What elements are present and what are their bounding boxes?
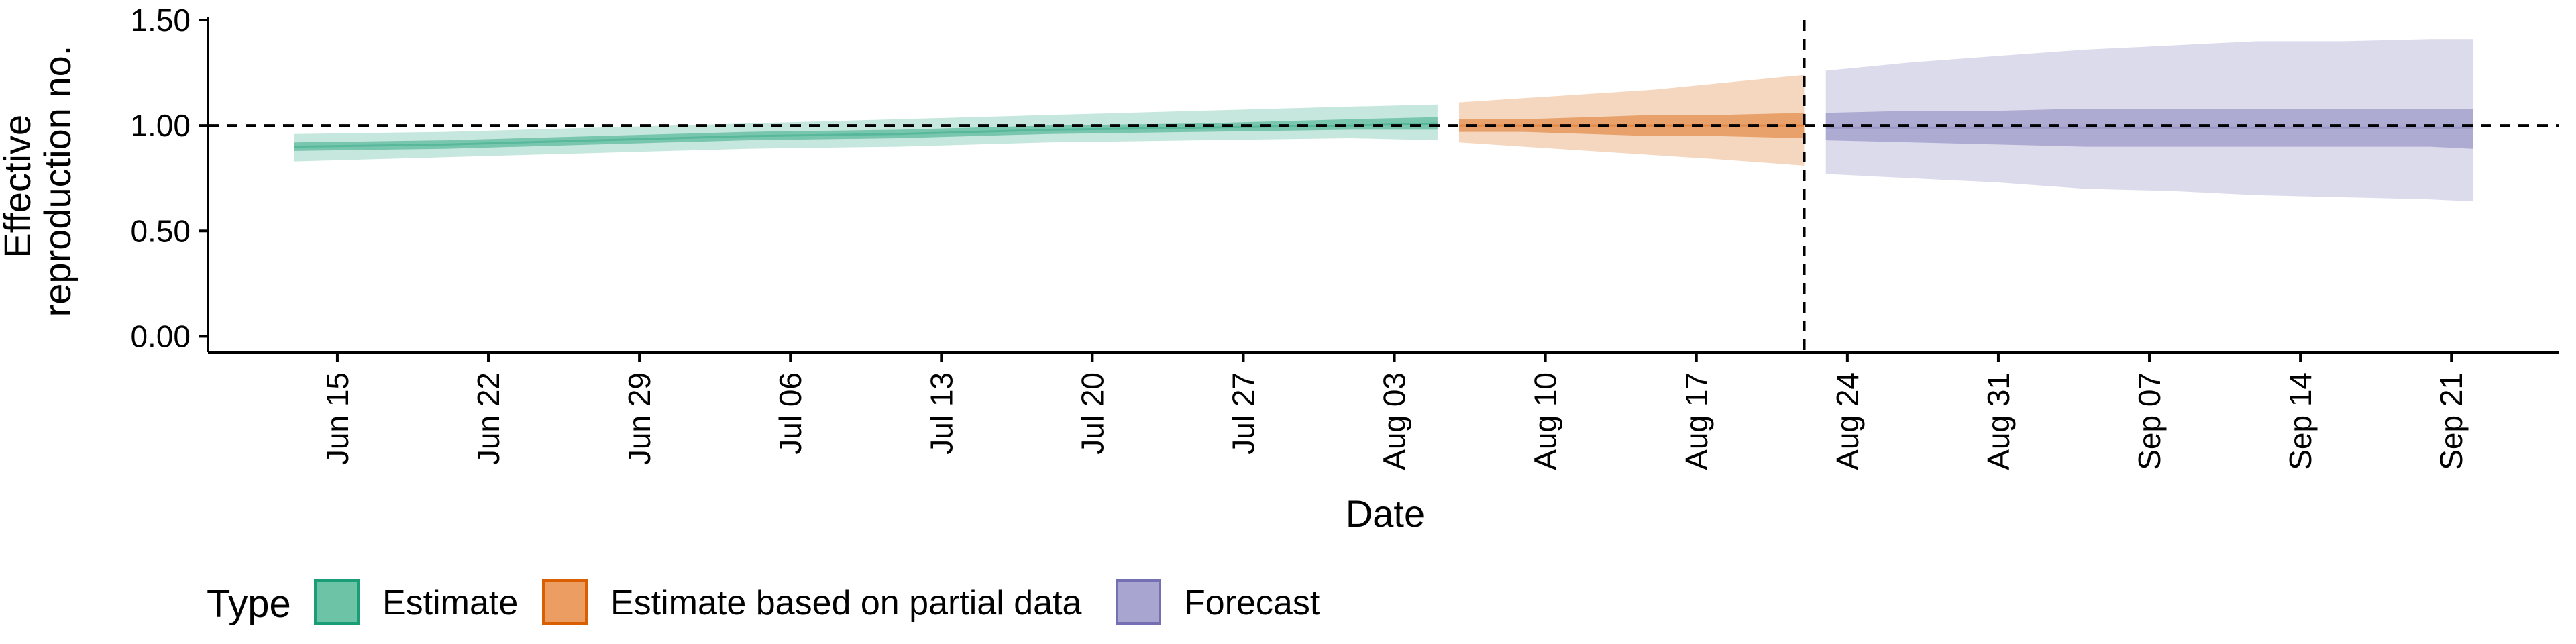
legend: Type Estimate Estimate based on partial d… [207, 579, 1320, 626]
x-tick-label: Aug 10 [1528, 372, 1563, 470]
x-tick-label: Aug 17 [1679, 372, 1714, 470]
x-tick-label: Aug 31 [1981, 372, 2016, 470]
reference-lines [208, 20, 2559, 352]
y-axis-title: Effective reproduction no. [0, 46, 78, 317]
y-tick-label: 1.00 [130, 108, 191, 143]
ribbon-50-forecast [1825, 109, 2473, 149]
y-tick-label: 0.00 [130, 319, 191, 354]
legend-label: Estimate [382, 584, 518, 623]
y-axis-title-line-1: Effective [0, 115, 38, 258]
y-tick-label: 0.50 [130, 213, 191, 248]
ribbon-90-forecast [1825, 39, 2473, 202]
ribbon-50-estimate-based-on-partial-data [1459, 113, 1805, 138]
x-tick-label: Jul 27 [1226, 372, 1261, 455]
ribbon-90-estimate [294, 104, 1438, 162]
x-tick-label: Jul 20 [1075, 372, 1110, 455]
x-tick-label: Jul 06 [773, 372, 808, 455]
x-tick-label: Jun 29 [622, 372, 657, 465]
ribbon-90-estimate-based-on-partial-data [1459, 74, 1805, 166]
y-tick-label: 1.50 [130, 3, 191, 38]
x-tick-label: Jun 22 [471, 372, 506, 465]
x-tick-label: Aug 24 [1830, 372, 1865, 470]
legend-title: Type [207, 582, 291, 626]
x-axis-title: Date [1346, 492, 1425, 535]
y-axis-title-line-2: reproduction no. [36, 46, 78, 317]
legend-swatch-estimate [314, 579, 360, 625]
legend-label: Forecast [1184, 584, 1320, 623]
legend-swatch-forecast [1116, 579, 1161, 625]
x-tick-label: Aug 03 [1377, 372, 1412, 470]
x-tick-label: Jul 13 [924, 372, 959, 455]
x-tick-label: Jun 15 [320, 372, 355, 465]
ribbons-layer [294, 39, 2473, 202]
x-tick-label: Sep 07 [2132, 372, 2167, 470]
legend-swatch-estimate-based-on-partial-data [542, 579, 588, 625]
axes-layer: 0.00 0.50 1.00 1.50 Jun 15 Jun 22 Jun 29 Jul 06… [130, 3, 2559, 470]
x-tick-label: Sep 21 [2434, 372, 2469, 470]
legend-label: Estimate based on partial data [610, 584, 1082, 623]
x-tick-label: Sep 14 [2283, 372, 2318, 470]
